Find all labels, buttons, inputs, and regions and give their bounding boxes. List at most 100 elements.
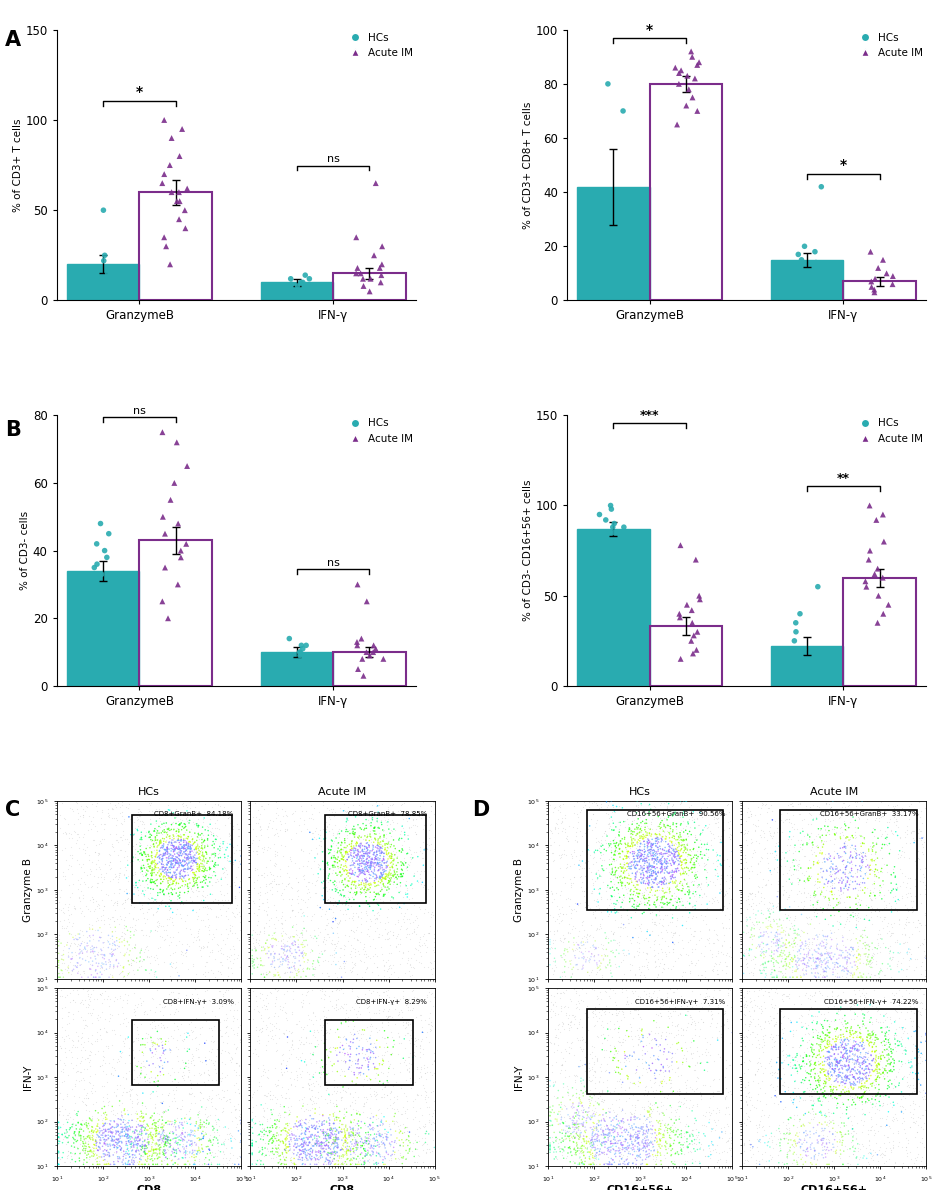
- Point: [363, 983, 379, 1002]
- Point: [169, 839, 184, 858]
- Point: [194, 1130, 209, 1150]
- Point: [632, 1021, 648, 1040]
- Point: [159, 1102, 174, 1121]
- Point: [360, 1050, 375, 1069]
- Point: [378, 870, 393, 889]
- Point: [848, 929, 863, 948]
- Point: [665, 873, 680, 892]
- Point: [591, 1008, 606, 1027]
- Point: [163, 868, 178, 887]
- Point: [705, 1070, 720, 1089]
- Point: [771, 1139, 786, 1158]
- Point: [58, 1121, 73, 1140]
- Point: [914, 933, 929, 952]
- Point: [796, 1123, 811, 1142]
- Point: [596, 939, 611, 958]
- Point: [614, 1059, 629, 1078]
- Point: [615, 1132, 630, 1151]
- Point: [409, 917, 424, 937]
- Point: [869, 929, 885, 948]
- Point: [819, 1031, 834, 1050]
- Point: [64, 950, 79, 969]
- Point: [673, 996, 688, 1015]
- Point: [758, 1126, 773, 1145]
- Point: [153, 873, 168, 892]
- Point: [294, 923, 309, 942]
- Point: [149, 1146, 164, 1165]
- Point: [169, 873, 184, 892]
- Point: [632, 1135, 647, 1154]
- Point: [828, 863, 843, 882]
- Point: [408, 1153, 423, 1172]
- Point: [362, 869, 377, 888]
- Point: [323, 1010, 338, 1029]
- Point: [152, 879, 167, 898]
- Point: [120, 1136, 135, 1155]
- Point: [106, 1154, 121, 1173]
- Point: [205, 852, 220, 871]
- Point: [258, 1145, 273, 1164]
- Point: [160, 1017, 175, 1036]
- Point: [784, 1047, 799, 1066]
- Point: [358, 858, 373, 877]
- Point: [295, 1138, 310, 1157]
- Point: [629, 854, 644, 873]
- Point: [219, 850, 234, 869]
- Point: [201, 1089, 216, 1108]
- Point: [837, 1035, 852, 1054]
- Point: [622, 1126, 637, 1145]
- Point: [350, 1059, 365, 1078]
- Point: [325, 1056, 340, 1075]
- Point: [670, 1097, 685, 1116]
- Point: [771, 1123, 786, 1142]
- Point: [816, 927, 831, 946]
- Point: [842, 938, 857, 957]
- Point: [76, 1139, 92, 1158]
- Point: [846, 1036, 861, 1056]
- Point: [346, 1025, 362, 1044]
- Point: [156, 1138, 171, 1157]
- Point: [216, 1135, 231, 1154]
- Point: [347, 878, 362, 897]
- Point: [188, 839, 203, 858]
- Point: [747, 815, 762, 834]
- Point: [863, 851, 878, 870]
- Point: [852, 927, 868, 946]
- Point: [847, 793, 862, 812]
- Point: [584, 1129, 599, 1148]
- Point: [256, 1130, 271, 1150]
- Point: [861, 1102, 876, 1121]
- Point: [774, 1076, 789, 1095]
- Point: [69, 831, 84, 850]
- Point: [838, 1097, 853, 1116]
- Point: [891, 859, 906, 878]
- Point: [264, 1129, 279, 1148]
- Point: [791, 258, 806, 277]
- Point: [588, 1119, 603, 1138]
- Point: [415, 839, 430, 858]
- Point: [271, 875, 286, 894]
- Point: [150, 1016, 165, 1035]
- Point: [404, 923, 419, 942]
- Point: [814, 945, 829, 964]
- Point: [191, 862, 206, 881]
- Point: [739, 1096, 754, 1115]
- Point: [670, 74, 685, 93]
- Point: [176, 877, 191, 896]
- Point: [692, 823, 707, 843]
- Point: [646, 801, 661, 820]
- Point: [396, 826, 412, 845]
- Point: [591, 1141, 606, 1160]
- Point: [600, 795, 615, 814]
- Point: [845, 1025, 860, 1044]
- Point: [183, 1054, 198, 1073]
- Point: [553, 1092, 568, 1111]
- Point: [718, 945, 733, 964]
- Point: [856, 1106, 871, 1125]
- Point: [801, 933, 816, 952]
- Point: [683, 1009, 699, 1028]
- Point: [789, 948, 804, 967]
- Point: [787, 1059, 802, 1078]
- Point: [615, 858, 630, 877]
- Point: [802, 956, 818, 975]
